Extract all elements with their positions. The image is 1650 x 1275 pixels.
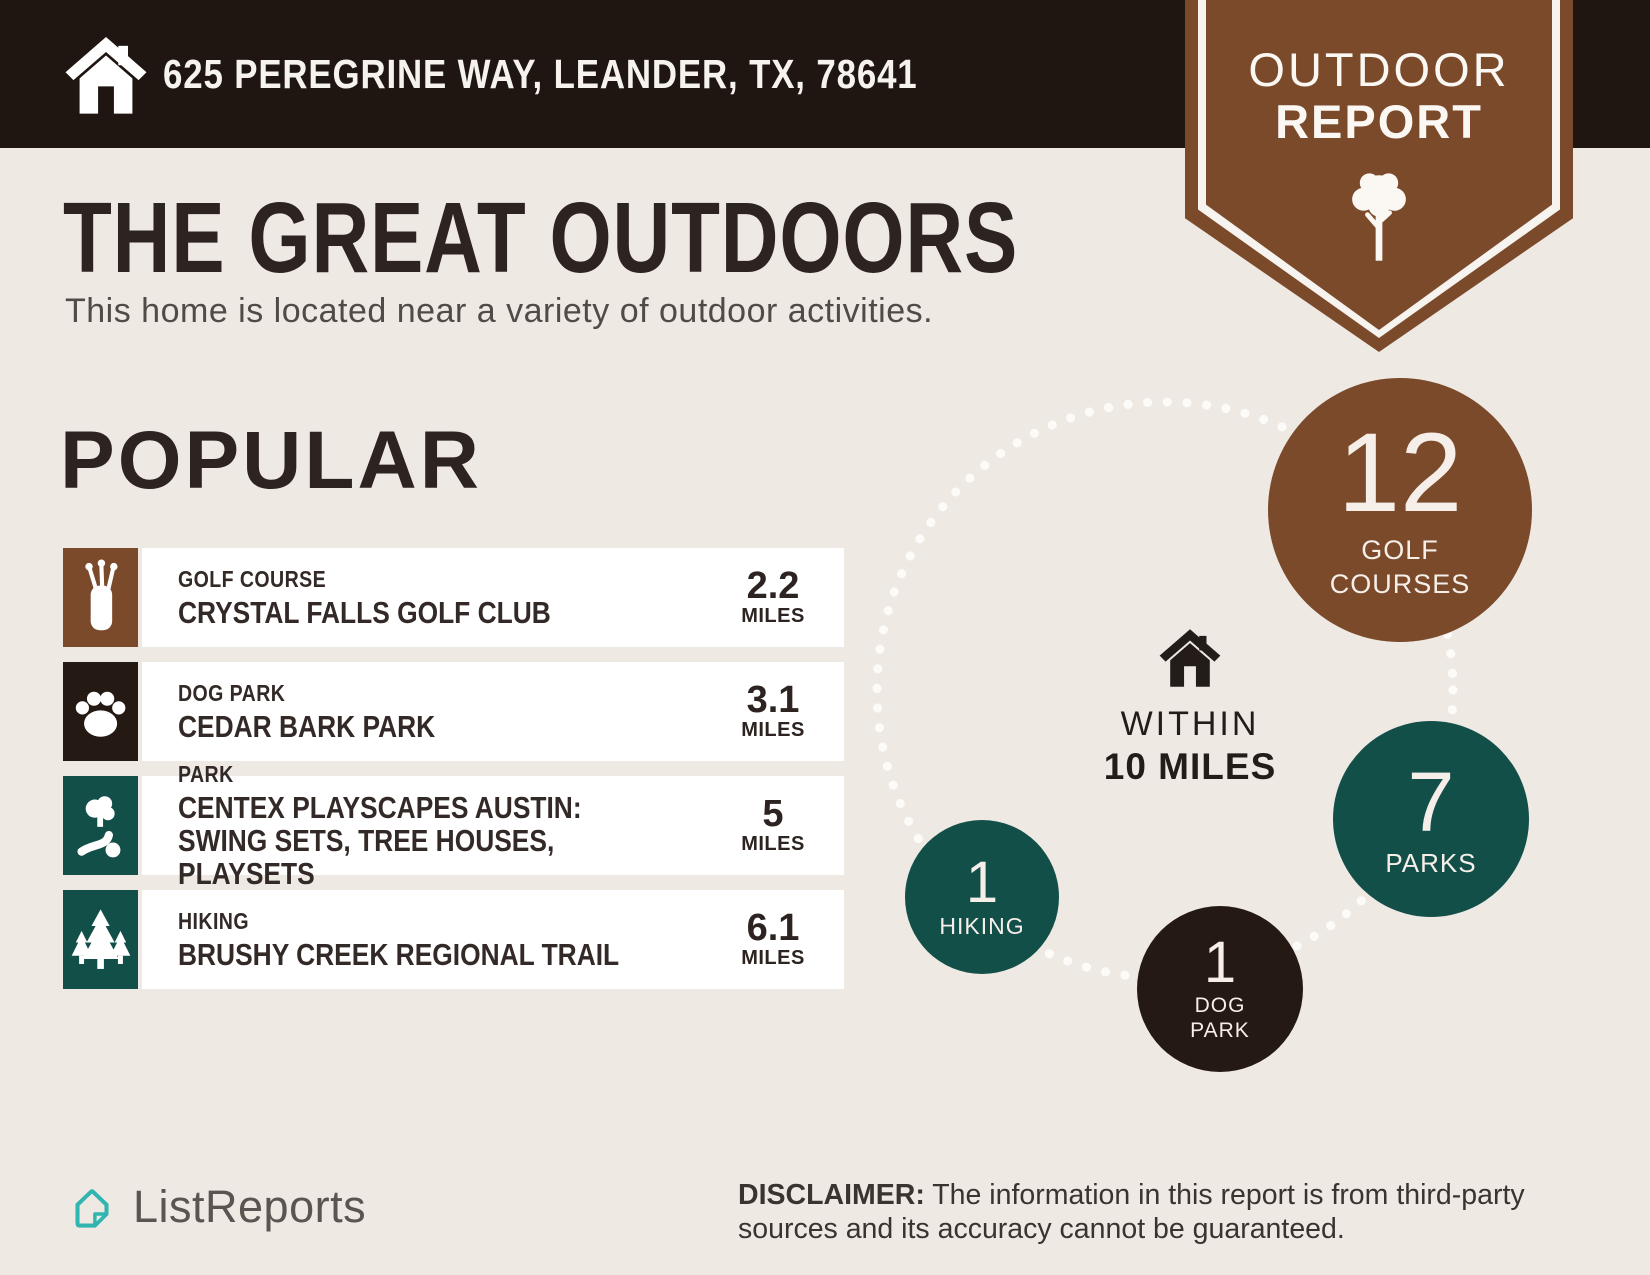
bubble-hiking: 1 HIKING	[905, 820, 1059, 974]
item-name: CRYSTAL FALLS GOLF CLUB	[178, 595, 551, 630]
ribbon-title-line1: OUTDOOR	[1248, 43, 1510, 96]
within-distance: 10 MILES	[1103, 746, 1277, 787]
tree-icon	[1352, 173, 1406, 261]
listreports-wordmark: ListReports	[133, 1181, 367, 1232]
golf-courses-count: 12	[1337, 410, 1463, 535]
item-name: CENTEX PLAYSCAPES AUSTIN: SWING SETS, TR…	[178, 790, 582, 891]
item-name: BRUSHY CREEK REGIONAL TRAIL	[178, 937, 620, 972]
item-category: DOG PARK	[178, 680, 286, 706]
list-item-park: PARK CENTEX PLAYSCAPES AUSTIN: SWING SET…	[63, 761, 844, 890]
outdoor-report-ribbon: OUTDOOR REPORT	[1185, 0, 1573, 352]
item-distance: 2.2 MILES	[741, 565, 805, 627]
parks-count: 7	[1407, 754, 1455, 849]
park-icon	[63, 776, 138, 875]
list-item-golf-course: GOLF COURSE CRYSTAL FALLS GOLF CLUB 2.2 …	[63, 548, 844, 647]
popular-heading: POPULAR	[60, 415, 482, 506]
golf-courses-label: GOLF COURSES	[1329, 535, 1471, 599]
dog-park-count: 1	[1203, 930, 1237, 995]
hiking-count: 1	[965, 849, 999, 915]
within-label: WITHIN	[1120, 705, 1260, 743]
paw-icon	[63, 662, 138, 761]
home-icon	[65, 37, 147, 114]
bubble-golf-courses: 12 GOLF COURSES	[1268, 378, 1532, 642]
dog-park-label: DOG PARK	[1190, 994, 1250, 1042]
page-subtitle: This home is located near a variety of o…	[65, 292, 934, 330]
radius-center: WITHIN 10 MILES	[1065, 622, 1315, 788]
item-name: CEDAR BARK PARK	[178, 709, 436, 744]
bubble-dog-park: 1 DOG PARK	[1137, 906, 1303, 1072]
popular-list: GOLF COURSE CRYSTAL FALLS GOLF CLUB 2.2 …	[63, 548, 844, 989]
list-item-hiking: HIKING BRUSHY CREEK REGIONAL TRAIL 6.1 M…	[63, 890, 844, 989]
bubble-parks: 7 PARKS	[1333, 721, 1529, 917]
list-item-card: HIKING BRUSHY CREEK REGIONAL TRAIL 6.1 M…	[142, 890, 844, 989]
home-icon-center	[1159, 629, 1221, 687]
list-item-dog-park: DOG PARK CEDAR BARK PARK 3.1 MILES	[63, 662, 844, 761]
property-address: 625 PEREGRINE WAY, LEANDER, TX, 78641	[163, 50, 918, 97]
item-category: GOLF COURSE	[178, 566, 327, 592]
item-distance: 3.1 MILES	[741, 679, 805, 741]
hiking-label: HIKING	[939, 912, 1025, 939]
item-category: HIKING	[178, 908, 249, 934]
disclaimer-text: The information in this report is from t…	[738, 1179, 1525, 1245]
parks-label: PARKS	[1385, 847, 1477, 878]
ribbon-title-line2: REPORT	[1275, 95, 1483, 148]
list-item-card: GOLF COURSE CRYSTAL FALLS GOLF CLUB 2.2 …	[142, 548, 844, 647]
disclaimer-label: DISCLAIMER:	[738, 1179, 925, 1211]
disclaimer: DISCLAIMER: The information in this repo…	[738, 1178, 1600, 1246]
golf-bag-icon	[63, 548, 138, 647]
page-title: THE GREAT OUTDOORS	[63, 182, 1019, 294]
listreports-brand: ListReports	[63, 1176, 366, 1238]
list-item-card: PARK CENTEX PLAYSCAPES AUSTIN: SWING SET…	[142, 761, 844, 890]
item-category: PARK	[178, 761, 234, 787]
listreports-logo-icon	[75, 1189, 109, 1228]
item-distance: 5 MILES	[741, 793, 805, 855]
list-item-card: DOG PARK CEDAR BARK PARK 3.1 MILES	[142, 662, 844, 761]
item-distance: 6.1 MILES	[741, 907, 805, 969]
pine-trees-icon	[63, 890, 138, 989]
